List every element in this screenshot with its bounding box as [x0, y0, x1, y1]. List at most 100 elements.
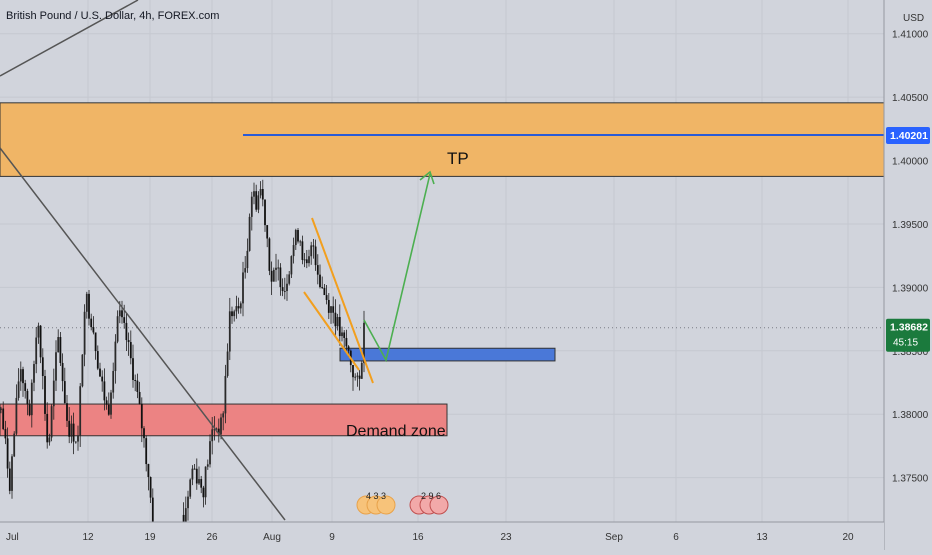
candle-12 — [26, 388, 29, 416]
candle-150 — [358, 370, 361, 391]
candle-35 — [77, 425, 79, 451]
time-axis-panel[interactable] — [0, 522, 884, 550]
candle-112 — [275, 253, 277, 282]
candle-90 — [226, 343, 229, 378]
candle-117 — [286, 274, 288, 301]
candle-32 — [70, 415, 73, 444]
uk-events-count: 2 9 6 — [421, 491, 441, 501]
candle-4 — [8, 461, 11, 495]
price-axis-panel[interactable] — [884, 0, 932, 550]
candle-2 — [4, 420, 7, 445]
current-price-tag[interactable]: 1.38682 45:15 — [886, 318, 930, 352]
symbol-title[interactable]: British Pound / U.S. Dollar, 4h, FOREX.c… — [6, 10, 220, 22]
candle-129 — [312, 238, 315, 259]
candle-79 — [202, 485, 205, 508]
candle-17 — [37, 322, 40, 344]
time-tick-label-2: 19 — [144, 532, 156, 543]
candle-56 — [123, 304, 126, 329]
trendline-descending[interactable] — [0, 147, 286, 521]
candle-88 — [222, 411, 225, 431]
candle-33 — [72, 412, 75, 455]
candle-43 — [94, 332, 97, 360]
candle-107 — [264, 199, 266, 232]
candle-100 — [248, 213, 251, 252]
candle-13 — [28, 399, 31, 417]
uk-events-icon[interactable]: 2 9 6 — [409, 491, 449, 515]
candle-102 — [253, 182, 255, 205]
time-tick-label-9: 6 — [673, 532, 679, 543]
time-tick-label-4: Aug — [263, 532, 281, 543]
candle-113 — [277, 259, 280, 281]
candle-80 — [204, 466, 207, 505]
candle-78 — [200, 475, 203, 494]
candle-105 — [259, 181, 262, 199]
candle-121 — [294, 228, 297, 250]
time-tick-label-0: Jul — [6, 532, 19, 543]
candle-11 — [24, 379, 27, 399]
candle-16 — [35, 326, 38, 374]
candle-76 — [195, 458, 198, 490]
candle-72 — [187, 490, 189, 521]
candle-68 — [149, 476, 152, 504]
candle-38 — [83, 304, 86, 367]
candle-135 — [325, 284, 328, 305]
candle-86 — [217, 418, 220, 443]
candle-89 — [224, 364, 227, 424]
candle-96 — [239, 301, 242, 314]
demand-zone-label[interactable]: Demand zone — [346, 423, 446, 440]
projection-path[interactable] — [363, 173, 431, 363]
entry-zone-rect[interactable] — [339, 347, 556, 362]
candle-81 — [206, 459, 209, 470]
candle-40 — [88, 289, 90, 326]
candle-63 — [138, 381, 141, 405]
candle-75 — [193, 464, 196, 470]
tp-label[interactable]: TP — [447, 149, 469, 168]
candle-46 — [101, 370, 104, 392]
candle-50 — [110, 389, 112, 419]
price-tick-label-4: 1.39000 — [892, 283, 929, 294]
candle-116 — [283, 277, 286, 300]
tp-supply-zone[interactable] — [0, 102, 885, 177]
candle-119 — [290, 255, 293, 278]
target-price-value: 1.40201 — [890, 130, 928, 142]
candle-23 — [50, 404, 53, 442]
candle-131 — [316, 254, 319, 285]
trendline-upper-left[interactable] — [0, 0, 139, 77]
candle-123 — [299, 239, 302, 247]
price-tick-label-7: 1.37500 — [892, 474, 929, 485]
candle-99 — [246, 238, 249, 273]
candle-15 — [33, 360, 35, 392]
candle-55 — [121, 300, 123, 324]
price-tick-label-5: 1.38500 — [892, 347, 929, 358]
candle-101 — [250, 191, 253, 231]
candle-125 — [303, 252, 306, 268]
channel-lower-line[interactable] — [303, 291, 360, 371]
candle-1 — [2, 401, 5, 431]
candle-6 — [13, 431, 16, 458]
candle-77 — [198, 466, 200, 485]
candle-71 — [184, 496, 187, 526]
candle-30 — [66, 395, 68, 427]
candle-21 — [46, 402, 49, 449]
channel-upper-line[interactable] — [311, 217, 374, 384]
candle-27 — [59, 332, 62, 366]
candle-91 — [228, 297, 231, 361]
candle-49 — [107, 392, 110, 416]
candle-9 — [19, 361, 22, 391]
candle-44 — [96, 345, 99, 371]
candle-130 — [314, 239, 317, 271]
candle-42 — [92, 316, 95, 335]
candle-137 — [330, 306, 332, 324]
candle-48 — [105, 396, 108, 410]
candle-136 — [327, 293, 330, 320]
candle-149 — [356, 372, 359, 387]
candle-59 — [129, 330, 132, 365]
time-tick-label-11: 20 — [842, 532, 854, 543]
candle-114 — [279, 263, 282, 296]
target-price-tag[interactable]: 1.40201 — [886, 127, 930, 145]
us-events-icon[interactable]: 4 3 3 — [356, 491, 396, 515]
candle-7 — [15, 384, 18, 436]
candle-36 — [79, 383, 82, 447]
